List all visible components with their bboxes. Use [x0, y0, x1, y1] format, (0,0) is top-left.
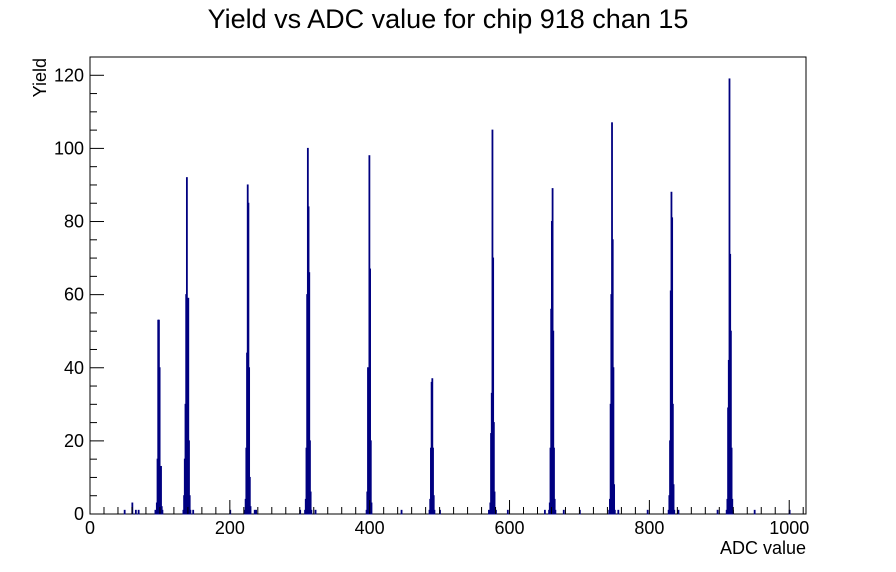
- y-tick-label: 80: [64, 212, 84, 232]
- plot-frame: [89, 56, 807, 515]
- y-tick-label: 0: [74, 504, 84, 524]
- histogram-bin: [310, 509, 313, 515]
- histogram-bin: [613, 484, 616, 515]
- y-tick-label: 40: [64, 358, 84, 378]
- histogram-bin: [543, 509, 546, 515]
- histogram-bin: [677, 509, 680, 515]
- histogram-bin: [161, 509, 164, 515]
- histogram-bin: [189, 509, 192, 515]
- y-tick-label: 60: [64, 285, 84, 305]
- x-axis-label: ADC value: [720, 538, 806, 558]
- histogram-bin: [253, 509, 256, 515]
- histogram-bin: [672, 484, 675, 515]
- histogram-bin: [370, 502, 373, 515]
- histogram-bin: [249, 506, 252, 515]
- x-tick-label: 0: [85, 518, 95, 538]
- histogram-bin: [314, 509, 317, 515]
- y-tick-label: 20: [64, 431, 84, 451]
- histogram-bin: [255, 509, 258, 515]
- x-tick-label: 400: [355, 518, 385, 538]
- histogram-bin: [123, 509, 126, 515]
- y-axis-label: Yield: [30, 58, 50, 97]
- histogram-bin: [617, 509, 620, 515]
- histogram-bin: [137, 509, 140, 515]
- histogram-bin: [488, 509, 490, 515]
- histogram-bin: [554, 509, 557, 515]
- y-tick-label: 100: [54, 138, 84, 158]
- histogram-bin: [192, 509, 195, 515]
- histogram-bin: [716, 509, 719, 515]
- x-tick-label: 1000: [769, 518, 809, 538]
- x-tick-label: 200: [215, 518, 245, 538]
- y-tick-label: 120: [54, 65, 84, 85]
- histogram-bin: [493, 491, 496, 515]
- chart-title: Yield vs ADC value for chip 918 chan 15: [208, 4, 689, 34]
- histogram-bin: [562, 509, 565, 515]
- plot-area: 0 200 400 600 800 1000 0 20 40 60 80 100 120: [54, 56, 809, 538]
- histogram-bin: [433, 509, 436, 515]
- x-tick-label: 600: [495, 518, 525, 538]
- histogram-bin: [646, 509, 649, 515]
- x-tick-label: 800: [634, 518, 664, 538]
- histogram-bin: [753, 509, 756, 515]
- histogram-bin: [506, 509, 509, 515]
- histogram-bin: [673, 509, 676, 515]
- histogram-bin: [134, 509, 137, 515]
- histogram-bin: [400, 509, 403, 515]
- histogram-bin: [613, 509, 616, 515]
- histogram-bin: [154, 509, 157, 515]
